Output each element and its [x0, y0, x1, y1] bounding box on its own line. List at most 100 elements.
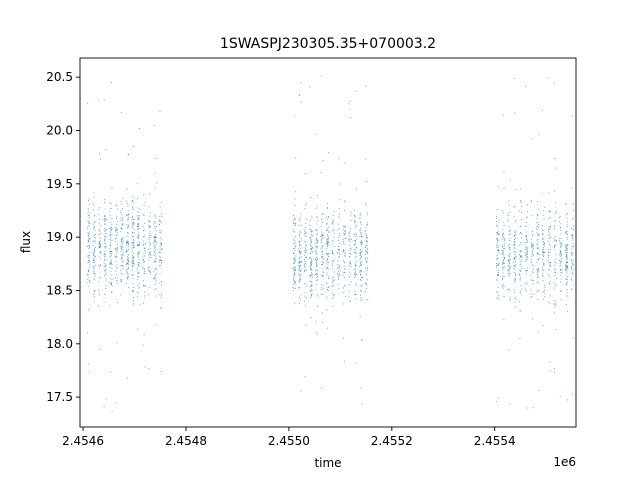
data-point	[310, 261, 312, 263]
data-point	[104, 271, 106, 273]
data-point	[497, 219, 499, 221]
data-point	[316, 259, 318, 261]
data-point	[514, 231, 516, 233]
data-point	[509, 179, 511, 181]
data-point	[327, 290, 329, 291]
data-point	[155, 258, 157, 260]
data-point	[126, 263, 128, 264]
data-point	[498, 230, 500, 232]
data-point	[525, 247, 527, 249]
data-point	[310, 267, 311, 269]
data-point	[519, 270, 521, 272]
data-point	[110, 283, 112, 285]
data-point	[503, 276, 505, 278]
data-point	[508, 272, 510, 274]
data-point	[103, 254, 105, 256]
data-point	[328, 241, 330, 243]
data-point	[514, 257, 516, 259]
data-point	[137, 276, 139, 277]
data-point	[543, 291, 544, 293]
data-point	[514, 301, 516, 303]
data-point	[109, 247, 111, 249]
data-point	[310, 237, 312, 239]
data-point	[311, 258, 313, 260]
data-point	[502, 234, 504, 236]
data-point	[554, 274, 556, 276]
data-point	[295, 269, 297, 271]
data-point	[149, 273, 151, 275]
data-point	[295, 190, 297, 192]
data-point	[293, 267, 295, 269]
data-point	[87, 268, 89, 270]
data-point	[365, 232, 367, 234]
data-point	[361, 263, 362, 265]
data-point	[132, 291, 134, 293]
data-point	[537, 281, 539, 283]
data-point	[131, 206, 133, 208]
data-point	[514, 220, 516, 222]
data-point	[537, 247, 539, 249]
data-point	[98, 228, 100, 230]
data-point	[126, 241, 128, 243]
data-point	[364, 230, 366, 232]
data-point	[524, 225, 526, 227]
data-point	[120, 281, 122, 283]
data-point	[513, 258, 515, 260]
data-point	[366, 214, 368, 216]
data-point	[132, 247, 134, 249]
data-point	[298, 220, 300, 222]
data-point	[133, 223, 135, 225]
data-point	[542, 276, 544, 278]
data-point	[496, 226, 498, 228]
data-point	[104, 250, 106, 252]
data-point	[337, 264, 339, 265]
data-point	[538, 268, 540, 270]
data-point	[339, 271, 341, 273]
data-point	[115, 270, 117, 272]
data-point	[292, 248, 294, 250]
data-point	[344, 262, 345, 264]
data-point	[350, 266, 352, 267]
data-point	[572, 273, 574, 275]
data-point	[507, 245, 509, 247]
data-point	[566, 266, 568, 268]
data-point	[110, 82, 112, 83]
data-point	[127, 232, 129, 234]
data-point	[120, 209, 122, 211]
data-point	[502, 244, 504, 246]
data-point	[103, 275, 105, 277]
data-point	[549, 266, 551, 267]
data-point	[93, 293, 95, 295]
data-point	[503, 283, 505, 285]
data-point	[126, 242, 127, 243]
data-point	[355, 224, 357, 226]
data-point	[566, 259, 568, 261]
data-point	[344, 253, 346, 254]
data-point	[149, 271, 151, 273]
data-point	[148, 227, 150, 229]
data-point	[305, 173, 307, 175]
data-point	[128, 226, 130, 228]
data-point	[311, 260, 313, 262]
data-point	[507, 288, 509, 290]
data-point	[509, 247, 510, 249]
data-point	[309, 258, 311, 260]
data-point	[110, 262, 112, 264]
data-point	[154, 251, 156, 253]
data-point	[549, 244, 551, 246]
data-point	[549, 211, 551, 213]
data-point	[92, 240, 94, 242]
data-point	[87, 255, 89, 257]
data-point	[294, 218, 296, 220]
data-point	[111, 263, 113, 265]
data-point	[548, 243, 550, 245]
data-point	[111, 240, 113, 241]
data-point	[94, 240, 96, 242]
data-point	[345, 231, 347, 233]
data-point	[514, 279, 516, 281]
data-point	[154, 236, 156, 237]
data-point	[88, 258, 90, 260]
data-point	[300, 275, 302, 277]
data-point	[514, 258, 516, 260]
data-point	[573, 245, 574, 247]
